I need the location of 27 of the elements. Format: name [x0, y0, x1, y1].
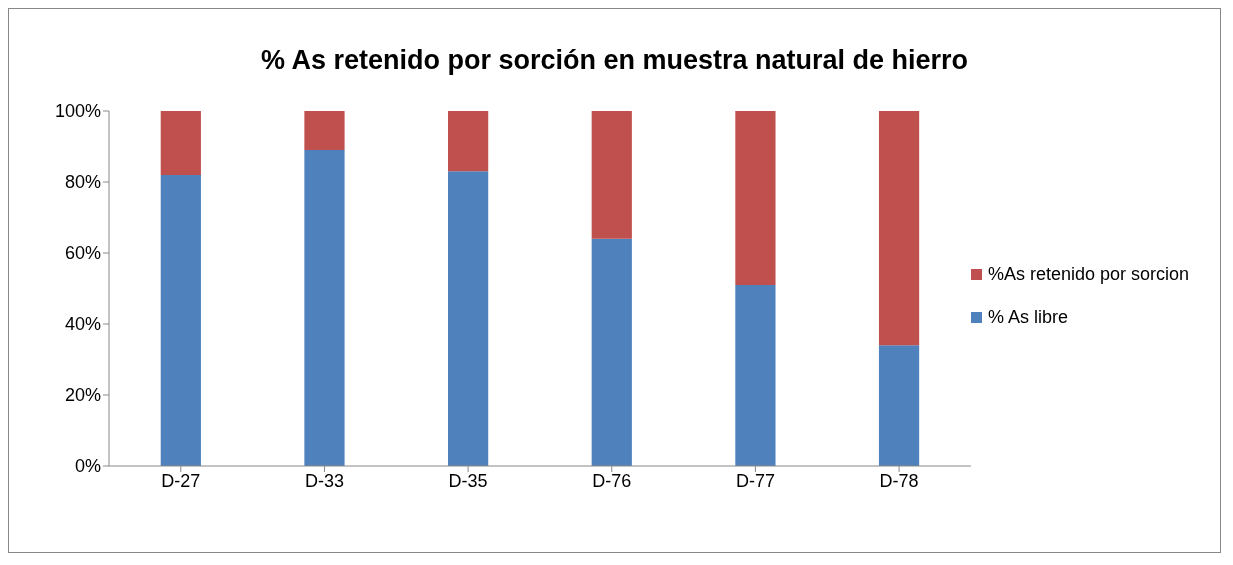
- bar: [591, 111, 632, 239]
- bar: [878, 345, 920, 466]
- y-tick-label: 100%: [54, 101, 101, 122]
- chart-title: % As retenido por sorción en muestra natural de hierro: [259, 45, 970, 76]
- bar: [448, 111, 489, 172]
- bar: [591, 238, 632, 466]
- x-tick-label: D-76: [592, 470, 632, 491]
- y-tick-label: 80%: [64, 172, 101, 193]
- y-tick-label: 0%: [74, 456, 101, 477]
- y-tick-label: 60%: [64, 243, 101, 264]
- x-tick-label: D-77: [735, 470, 775, 491]
- bar: [304, 111, 345, 151]
- bar: [735, 111, 776, 285]
- bar: [878, 111, 920, 346]
- bar: [735, 284, 776, 466]
- x-tick-label: D-27: [161, 470, 201, 491]
- legend-label: %As retenido por sorcion: [987, 264, 1189, 285]
- bar: [304, 150, 345, 466]
- legend-label: % As libre: [987, 307, 1068, 328]
- x-tick-label: D-33: [304, 470, 344, 491]
- bar: [160, 111, 201, 175]
- bar: [160, 174, 201, 466]
- x-tick-label: D-78: [879, 470, 919, 491]
- x-tick-label: D-35: [448, 470, 488, 491]
- bar: [448, 171, 489, 466]
- y-tick-label: 20%: [64, 385, 101, 406]
- y-tick-label: 40%: [64, 314, 101, 335]
